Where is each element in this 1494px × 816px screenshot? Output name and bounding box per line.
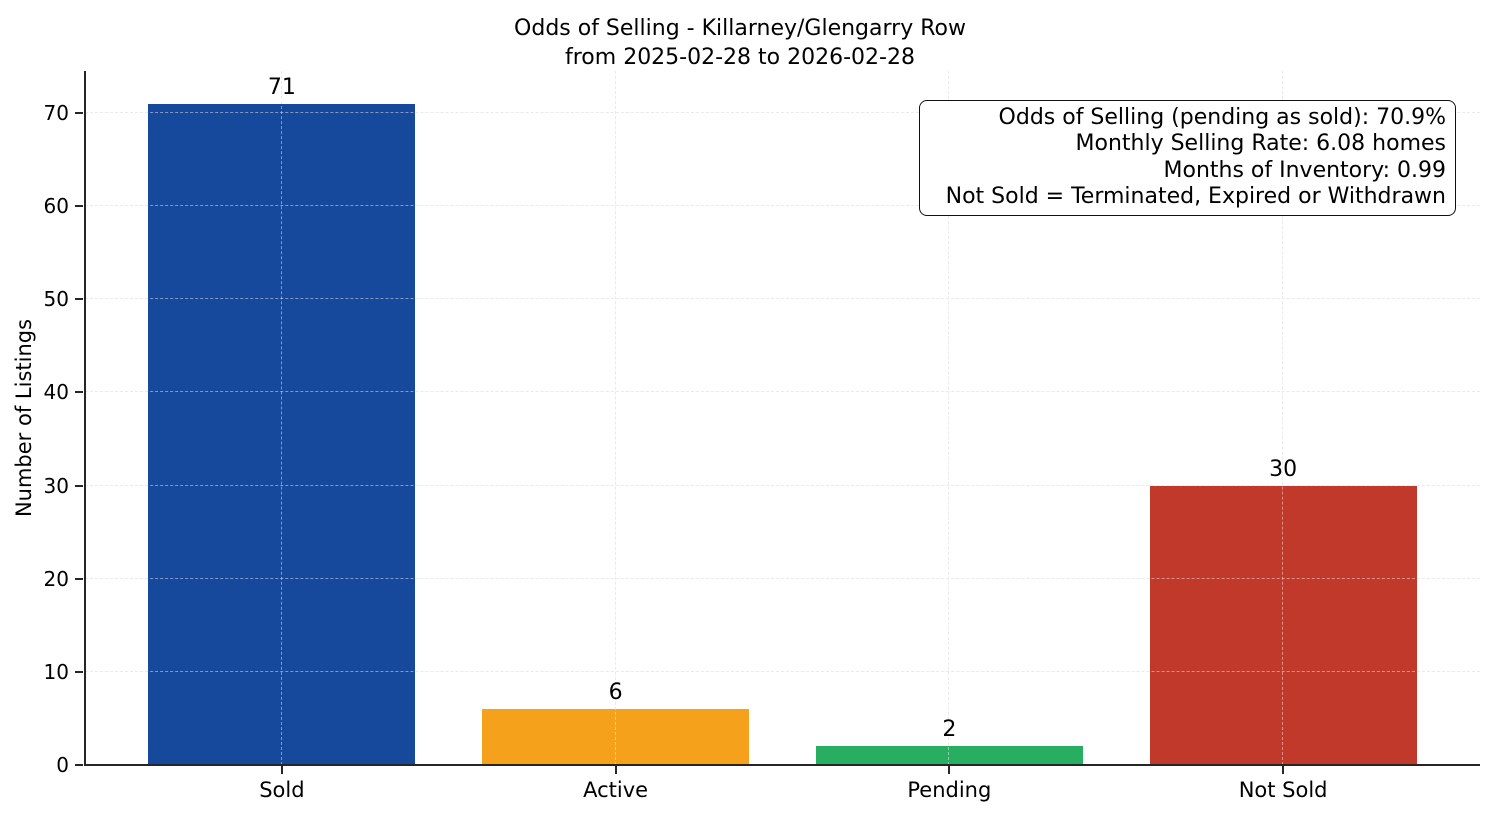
y-tick-mark (75, 764, 83, 766)
x-tick-mark (948, 766, 951, 774)
x-tick-mark (1282, 766, 1285, 774)
x-tick-label-not-sold: Not Sold (1238, 778, 1328, 802)
bar-not-sold (1149, 485, 1417, 765)
gridline-horizontal-overlay (85, 670, 1480, 672)
y-tick-label-70: 70 (43, 100, 69, 125)
y-tick-mark (75, 484, 83, 487)
y-axis-spine (84, 71, 86, 765)
x-tick-mark (280, 766, 283, 774)
gridline-horizontal-overlay (85, 484, 1480, 486)
bar-value-label-active: 6 (608, 680, 623, 706)
chart-title-line2: from 2025-02-28 to 2026-02-28 (565, 45, 915, 70)
gridline-horizontal (85, 484, 1480, 486)
x-axis-spine (84, 764, 1480, 766)
y-tick-label-20: 20 (43, 566, 69, 591)
gridline-horizontal-overlay (85, 577, 1480, 579)
y-tick-label-50: 50 (43, 287, 69, 312)
bar-value-label-not-sold: 30 (1269, 456, 1298, 482)
gridline-horizontal (85, 298, 1480, 300)
gridline-vertical-overlay (280, 71, 282, 765)
stats-annotation-box: Odds of Selling (pending as sold): 70.9%… (919, 100, 1456, 216)
annotation-months-of-inventory: Months of Inventory: 0.99 (1163, 157, 1446, 183)
annotation-not-sold-definition: Not Sold = Terminated, Expired or Withdr… (945, 184, 1446, 210)
annotation-monthly-selling-rate: Monthly Selling Rate: 6.08 homes (1075, 131, 1446, 157)
plot-area: 0 10 20 30 40 50 60 70 71 Sold 6 Active 2 Pending 30 No… (44, 71, 1480, 802)
bar-sold (148, 103, 416, 765)
annotation-odds-of-selling: Odds of Selling (pending as sold): 70.9% (998, 105, 1446, 130)
x-tick-label-sold: Sold (259, 778, 305, 802)
gridline-horizontal (85, 111, 1480, 113)
x-tick-label-active: Active (583, 778, 649, 802)
gridline-horizontal-overlay (85, 298, 1480, 300)
chart-title: Odds of Selling - Killarney/Glengarry Ro… (0, 14, 1480, 72)
y-tick-mark (75, 670, 83, 673)
y-tick-mark (75, 298, 83, 301)
gridline-horizontal-overlay (85, 391, 1480, 393)
bar-value-label-pending: 2 (942, 717, 957, 743)
gridline-horizontal (85, 391, 1480, 393)
gridline-vertical-overlay (1282, 71, 1284, 765)
bar-pending (815, 746, 1083, 765)
x-tick-label-pending: Pending (907, 778, 992, 802)
gridline-vertical-overlay (948, 71, 950, 765)
gridline-vertical (614, 71, 616, 765)
bar-value-label-sold: 71 (267, 74, 296, 100)
y-tick-label-30: 30 (43, 473, 69, 498)
y-tick-mark (75, 391, 83, 394)
gridline-horizontal (85, 205, 1480, 207)
y-tick-mark (75, 111, 83, 114)
gridline-vertical (948, 71, 950, 765)
gridline-horizontal (85, 670, 1480, 672)
gridline-horizontal (85, 577, 1480, 579)
y-tick-mark (75, 577, 83, 580)
gridline-horizontal-overlay (85, 111, 1480, 113)
x-tick-mark (614, 766, 617, 774)
gridline-vertical-overlay (614, 71, 616, 765)
y-tick-label-60: 60 (43, 194, 69, 219)
y-tick-label-10: 10 (43, 659, 69, 684)
y-tick-mark (75, 205, 83, 208)
y-tick-label-40: 40 (43, 380, 69, 405)
bar-active (482, 709, 750, 765)
gridline-vertical (1282, 71, 1284, 765)
gridline-horizontal-overlay (85, 205, 1480, 207)
y-tick-label-0: 0 (56, 753, 69, 777)
chart-title-line1: Odds of Selling - Killarney/Glengarry Ro… (514, 16, 966, 41)
